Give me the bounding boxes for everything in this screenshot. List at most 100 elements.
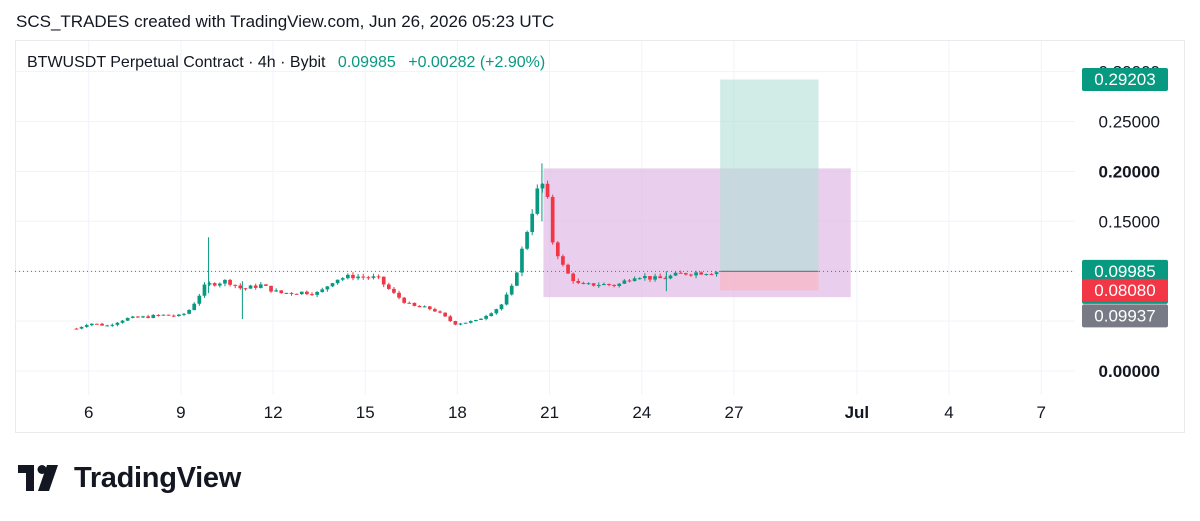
candle-body [381,276,386,285]
candle-body [525,232,529,249]
candle-body [95,323,99,325]
candle-body [110,324,115,326]
x-tick-label: 9 [176,403,185,422]
candle-body [591,283,596,286]
candle-body [648,275,652,280]
y-tick-label: 0.15000 [1099,212,1160,231]
candle-body [632,278,637,282]
chart-frame [15,40,1185,433]
candle-body [422,306,427,308]
symbol-info: BTWUSDT Perpetual Contract · 4h · Bybit [27,54,326,71]
candle-body [371,276,376,278]
candle-body [504,294,509,305]
candle-body [694,272,698,276]
x-tick-label: Jul [845,403,870,422]
candle-body [474,319,478,322]
candle-body [581,282,586,285]
x-tick-label: 24 [632,403,651,422]
candle-body [673,272,678,276]
candle-body [366,277,371,279]
candle-body [550,196,555,243]
candle-body [545,183,550,197]
candle-body [151,314,156,318]
candle-body [161,314,166,316]
candle-body [269,285,273,292]
candle-body [468,321,473,323]
tradingview-logo-icon [18,465,58,491]
candle-body [509,285,514,295]
x-tick-label: 15 [356,403,375,422]
candle-body [294,293,299,295]
candle-body [607,283,611,285]
candle-body [458,323,463,325]
candle-body [658,276,663,279]
candle-body [233,284,238,286]
candle-body [596,285,601,287]
candle-body [494,309,499,314]
candle-body [228,279,232,285]
candle-body [484,316,488,319]
x-tick-label: 7 [1036,403,1045,422]
x-tick-label: 6 [84,403,93,422]
candle-body [202,284,207,296]
candle-body [248,285,253,289]
price-label-stop [1082,278,1168,302]
candle-body [310,294,314,296]
candle-body [253,285,258,288]
candle-body [238,285,243,289]
candle-body [617,283,622,286]
candle-body [141,316,145,318]
candle-body [530,213,535,233]
candle-body [653,276,657,280]
candle-body [407,302,412,304]
symbol-legend: BTWUSDT Perpetual Contract · 4h · Bybit … [27,54,545,72]
candle-body [187,310,191,314]
candle-body [84,325,89,327]
candle-body [243,288,248,290]
candle-body [320,289,325,292]
candle-body [182,313,186,315]
candle-body [678,272,683,274]
candle-body [125,317,130,321]
candle-body [453,321,458,325]
candle-body [499,304,504,310]
candle-body [346,274,350,279]
candle-body [448,316,453,322]
candle-body [335,279,340,284]
price-label-text: 0.09985 [1094,262,1155,281]
candle-body [514,272,519,286]
price-label-text: 0.29203 [1094,70,1155,89]
candle-body [197,295,202,304]
candle-body [561,256,565,265]
candle-body [284,292,289,294]
candle-body [586,283,591,285]
candle-body [299,291,304,295]
candle-body [443,312,447,317]
candle-body [264,284,268,286]
candle-body [325,286,330,290]
candle-body [412,302,417,306]
candle-body [397,292,401,298]
candle-body [223,279,227,284]
candle-body [156,314,161,316]
candle-body [402,297,407,303]
candle-body [289,292,294,294]
candle-body [356,276,360,279]
candle-body [571,273,576,282]
candle-body [438,311,442,313]
candle-body [668,275,673,279]
candle-body [89,323,94,326]
candle-body [212,283,217,286]
candle-body [627,280,632,282]
candle-body [699,272,704,275]
candle-body [100,323,104,326]
candle-body [136,316,140,318]
candle-body [566,264,570,274]
candle-body [177,314,181,316]
candle-body [479,318,483,320]
candle-body [392,288,396,293]
candle-body [643,275,647,279]
candle-body [279,290,284,294]
candle-body [130,316,135,318]
